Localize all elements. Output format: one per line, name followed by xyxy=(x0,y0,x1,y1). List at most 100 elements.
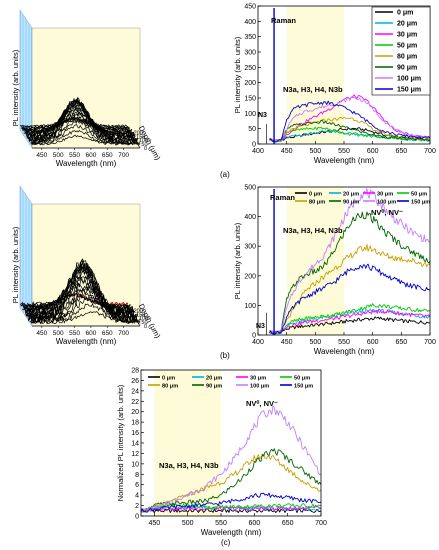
legend-label: 50 μm xyxy=(411,192,427,198)
trace-line-2 xyxy=(30,124,140,145)
y-tick-label: 250 xyxy=(244,65,256,72)
x-tick-label: 600 xyxy=(85,330,96,337)
y-tick-label: 8 xyxy=(135,472,139,479)
y-tick-label: 20 xyxy=(131,409,139,416)
x-tick-label: 550 xyxy=(215,520,227,527)
y-axis-label: PL intensity (arb. units) xyxy=(233,222,242,299)
series-line-6 xyxy=(140,405,322,513)
y-tick-label: 200 xyxy=(244,273,256,280)
y-tick-label: 50 xyxy=(248,126,256,133)
legend-label: 20 μm xyxy=(206,376,222,382)
y-tick-label: 400 xyxy=(244,19,256,26)
series-line-5 xyxy=(140,448,322,513)
y-tick-label: 450 xyxy=(244,4,256,11)
x-tick-label: 500 xyxy=(53,330,64,337)
annotation: NV⁰, NV⁻ xyxy=(371,208,403,217)
z-tick-label: 0 xyxy=(144,146,147,152)
x-tick-label: 550 xyxy=(69,152,80,159)
trace-line-2 xyxy=(30,294,140,325)
x-tick-label: 450 xyxy=(281,339,293,346)
x-tick-label: 550 xyxy=(69,330,80,337)
legend-label: 0 μm xyxy=(309,192,322,198)
y-tick-label: 0 xyxy=(252,142,256,149)
annotation: N3 xyxy=(256,323,265,330)
z-tick-label: 0 xyxy=(144,324,147,330)
y-tick-label: 350 xyxy=(244,34,256,41)
x-tick-label: 500 xyxy=(309,339,321,346)
panel-label-c: (c) xyxy=(221,538,231,547)
series-line-4 xyxy=(269,116,431,143)
z-tick-label: 50 xyxy=(141,320,147,326)
series-line-2 xyxy=(269,308,431,335)
legend: 0 μm 20 μm 30 μm 50 μm 80 μm 90 μm 100 μm 150 μ… xyxy=(295,192,430,206)
series-line-3 xyxy=(269,126,431,143)
series-line-5 xyxy=(269,120,431,143)
x-tick-label: 650 xyxy=(102,152,113,159)
series-line-5 xyxy=(269,211,431,335)
x-axis-label: Wavelength (nm) xyxy=(314,156,375,165)
legend-box xyxy=(371,6,431,96)
series-line-0 xyxy=(140,508,322,514)
z-tick-label: 100 xyxy=(139,316,148,322)
y-axis-label: PL intensity (arb. units) xyxy=(11,226,20,303)
annotation: N3a, H3, H4, N3b xyxy=(159,461,219,470)
legend: 0 μm 20 μm 30 μm 50 μm 80 μm 90 μm 100 μm 150 μ… xyxy=(148,376,313,390)
series-line-6 xyxy=(269,96,431,142)
x-tick-label: 450 xyxy=(36,152,47,159)
y-tick-label: 2 xyxy=(135,503,139,510)
legend-label: 0 μm xyxy=(162,376,175,382)
annotation: Raman xyxy=(271,16,296,25)
trace-line-0 xyxy=(31,311,141,325)
legend-label: 90 μm xyxy=(343,200,359,206)
series-line-1 xyxy=(269,130,431,142)
y-axis-label: PL intensity (arb. units) xyxy=(11,49,20,126)
x-tick-label: 550 xyxy=(338,148,350,155)
z-tick-label: 150 xyxy=(136,312,145,318)
x-tick-label: 600 xyxy=(248,520,260,527)
series-line-7 xyxy=(140,492,322,513)
legend-label: 150 μm xyxy=(397,87,421,94)
y-axis-label: PL intensity (arb. units) xyxy=(233,36,242,113)
x-tick-label: 700 xyxy=(424,339,436,346)
y-tick-label: 18 xyxy=(131,420,139,427)
y-tick-label: 0 xyxy=(252,333,256,340)
x-tick-label: 400 xyxy=(252,148,264,155)
x-tick-label: 550 xyxy=(338,339,350,346)
y-tick-label: 12 xyxy=(131,451,139,458)
c-2d-chart: 450 500 550 600 650 7000246810121416182022242… xyxy=(116,368,327,538)
x-tick-label: 700 xyxy=(315,520,327,527)
legend-label: 80 μm xyxy=(397,54,417,61)
annotation: N3 xyxy=(258,112,267,119)
trace-line-19 xyxy=(20,292,130,309)
legend-label: 30 μm xyxy=(397,32,417,39)
series-line-4 xyxy=(269,243,431,335)
z-tick-label: 100 xyxy=(139,138,148,144)
x-axis-label: Wavelength (nm) xyxy=(56,159,117,168)
x-tick-label: 500 xyxy=(53,152,64,159)
legend: 0 μm 20 μm 30 μm 50 μm 80 μm 90 μm 100 μm 150 μ… xyxy=(371,6,431,96)
y-tick-label: 10 xyxy=(131,461,139,468)
legend-label: 50 μm xyxy=(397,43,417,50)
x-tick-label: 650 xyxy=(395,339,407,346)
annotation: NV⁰, NV⁻ xyxy=(246,399,278,408)
legend-label: 30 μm xyxy=(377,192,393,198)
y-tick-label: 150 xyxy=(244,96,256,103)
z-tick-label: 200 xyxy=(134,308,143,314)
x-tick-label: 600 xyxy=(367,339,379,346)
x-axis-label: Wavelength (nm) xyxy=(314,347,375,356)
z-tick-label: 150 xyxy=(136,134,145,140)
y-tick-label: 6 xyxy=(135,482,139,489)
x-tick-label: 600 xyxy=(367,148,379,155)
annotation: N3a, H3, H4, N3b xyxy=(283,226,343,235)
y-tick-label: 300 xyxy=(244,244,256,251)
y-tick-label: 24 xyxy=(131,388,139,395)
legend-label: 150 μm xyxy=(411,200,430,206)
x-tick-label: 700 xyxy=(424,148,436,155)
legend-label: 100 μm xyxy=(377,200,396,206)
legend-label: 50 μm xyxy=(294,376,310,382)
y-tick-label: 26 xyxy=(131,378,139,385)
y-tick-label: 22 xyxy=(131,399,139,406)
x-tick-label: 500 xyxy=(182,520,194,527)
